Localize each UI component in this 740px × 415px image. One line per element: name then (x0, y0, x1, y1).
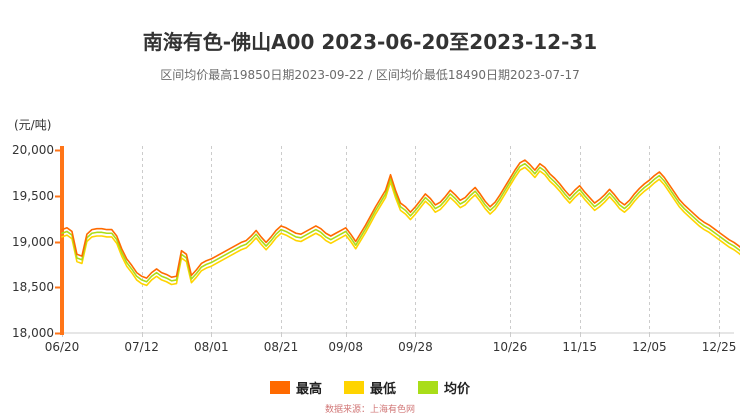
x-axis-label: 12/25 (701, 340, 737, 354)
x-axis-label: 08/01 (194, 340, 229, 354)
x-axis-label: 11/15 (562, 340, 597, 354)
legend-item[interactable]: 最高 (269, 378, 322, 397)
series-line-avg (61, 162, 740, 283)
legend-swatch-icon (269, 381, 290, 394)
x-axis-label: 09/28 (398, 340, 433, 354)
x-axis-label: 09/08 (328, 340, 364, 354)
legend-label: 最高 (295, 382, 322, 397)
legend-label: 最低 (369, 382, 396, 397)
legend-swatch-icon (418, 381, 438, 394)
series-line-high (61, 159, 740, 279)
x-axis-label: 10/26 (492, 340, 528, 354)
legend-label: 均价 (444, 382, 471, 397)
x-axis-label: 06/20 (44, 340, 80, 354)
series-line-low (61, 166, 740, 287)
y-axis-unit-label: (元/吨) (14, 118, 52, 132)
x-axis-label: 12/05 (632, 340, 667, 354)
page-title: 南海有色-佛山A00 2023-06-20至2023-12-31 (142, 30, 598, 54)
x-axis-label: 08/21 (263, 340, 299, 354)
legend-swatch-icon (343, 381, 364, 394)
x-axis-label: 07/12 (124, 340, 159, 354)
chart-legend: 最高 最低 均价 (0, 378, 740, 397)
footer-note: 数据来源：上海有色网 (324, 405, 415, 415)
chart-subtitle: 区间均价最高19850日期2023-09-22 / 区间均价最低18490日期2… (160, 68, 580, 82)
legend-item[interactable]: 最低 (343, 378, 396, 397)
legend-item[interactable]: 均价 (418, 378, 470, 397)
